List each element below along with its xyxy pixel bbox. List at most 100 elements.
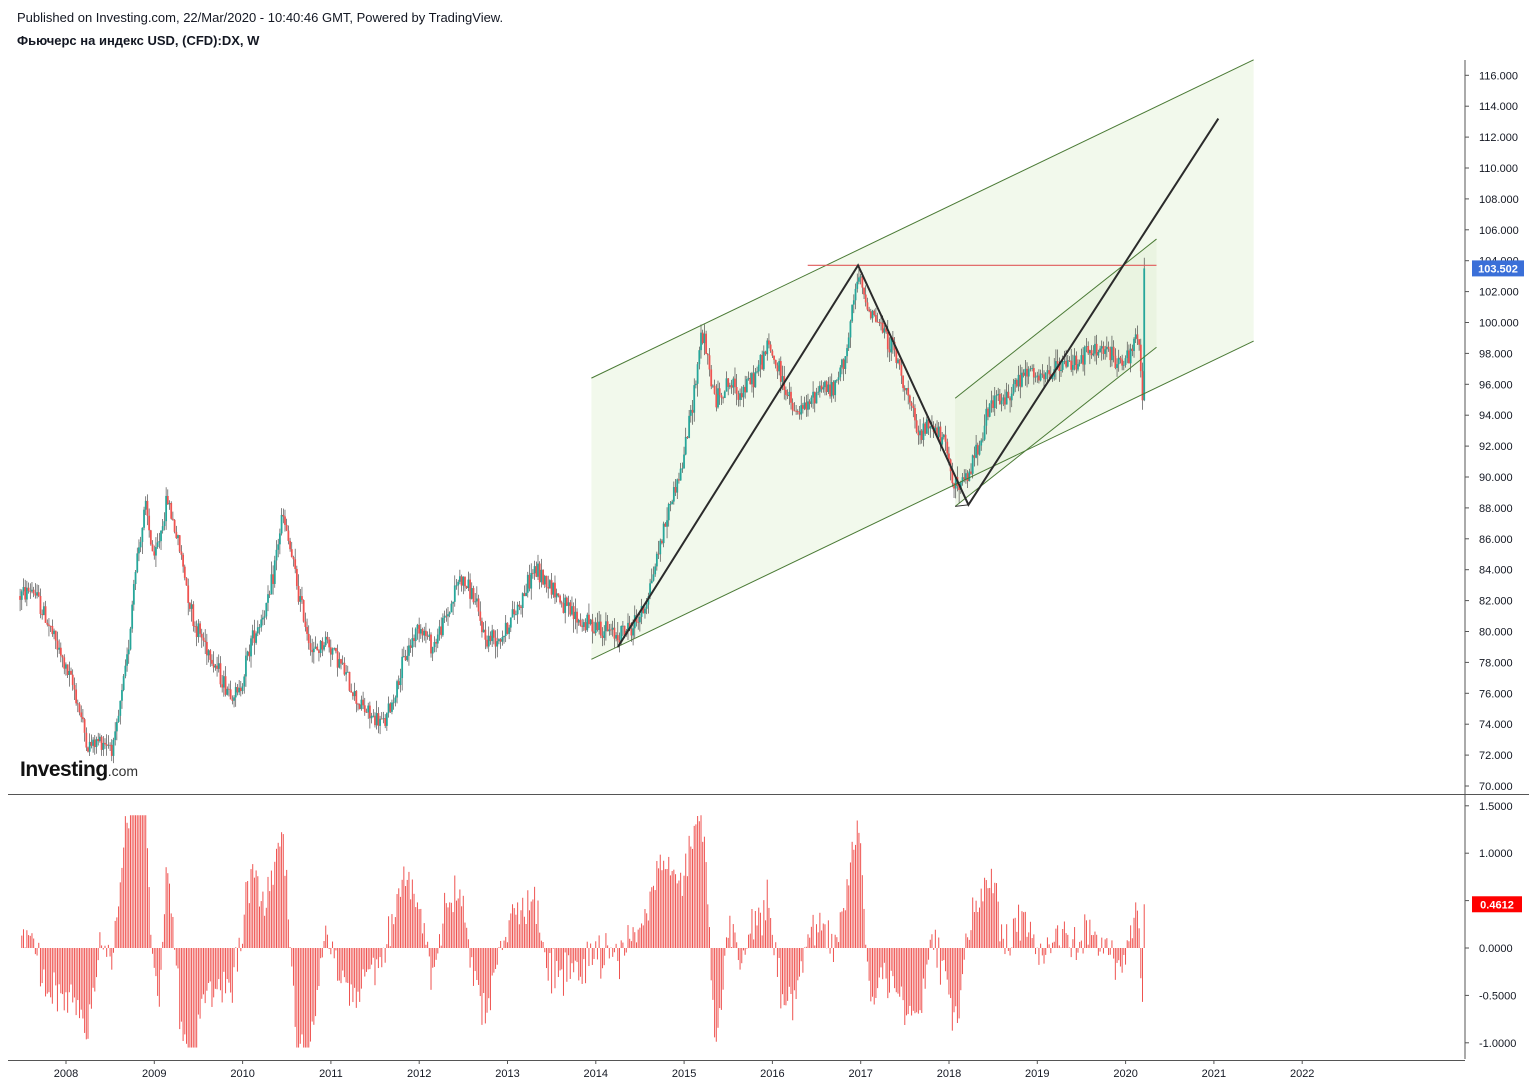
candle-body (1136, 334, 1139, 340)
candle-body (143, 509, 145, 528)
candle-body (294, 559, 297, 569)
candle (492, 629, 495, 645)
candle-body (557, 593, 560, 596)
candle (245, 647, 247, 687)
candle-body (929, 426, 932, 429)
candle (820, 380, 823, 393)
candle (295, 565, 298, 590)
candle-body (292, 557, 295, 560)
candle-body (734, 378, 736, 388)
candle (484, 620, 487, 650)
candle (234, 682, 237, 707)
candle (744, 375, 747, 399)
candle-body (358, 704, 361, 710)
candle-body (314, 646, 317, 649)
candle (688, 410, 691, 439)
candle-body (1111, 346, 1113, 361)
candle (48, 617, 50, 637)
candle (954, 476, 957, 499)
candle (696, 362, 699, 397)
candle-body (397, 681, 400, 686)
candle (63, 654, 66, 675)
candle-body (825, 381, 828, 392)
candle-body (161, 526, 164, 531)
candle (389, 702, 392, 713)
candle-body (216, 665, 218, 669)
candle (813, 391, 816, 413)
candle (1027, 366, 1030, 385)
candle-body (445, 615, 448, 617)
candle-body (718, 388, 721, 396)
candle-body (846, 348, 848, 357)
candle-body (63, 657, 66, 669)
candle-body (538, 563, 541, 583)
candle (852, 294, 855, 314)
time-tick-label: 2021 (1202, 1068, 1226, 1080)
candle-body (735, 387, 738, 395)
candle-body (379, 718, 381, 726)
candle-body (973, 455, 976, 458)
candle-body (185, 577, 188, 586)
candle-body (849, 321, 852, 338)
candle-body (124, 665, 127, 677)
candle (1078, 359, 1081, 367)
candle-body (221, 684, 224, 688)
candle (678, 472, 680, 484)
candle (1107, 341, 1110, 352)
candle-body (1087, 346, 1090, 354)
candle (1112, 340, 1115, 363)
candle (146, 494, 149, 526)
candle-body (188, 602, 191, 609)
candle (572, 602, 575, 633)
candle-body (725, 378, 728, 392)
candle-body (513, 609, 516, 615)
candle-body (1038, 375, 1040, 381)
candle-body (540, 569, 543, 583)
candle-body (779, 361, 782, 382)
candle-body (917, 432, 920, 436)
candle (98, 733, 101, 743)
candle (695, 380, 697, 389)
candle (477, 594, 480, 617)
candle-body (801, 405, 804, 409)
candle (672, 481, 675, 505)
candle (205, 633, 208, 666)
candle-body (576, 611, 578, 623)
candle (1073, 348, 1076, 371)
candle-body (745, 379, 748, 393)
candle (217, 654, 220, 673)
candle-body (65, 664, 67, 669)
candle-body (1116, 364, 1118, 368)
candle (516, 601, 519, 624)
candle-body (316, 646, 319, 651)
candle-body (401, 656, 404, 679)
candle (256, 620, 259, 637)
candle-body (562, 603, 565, 613)
candle-body (105, 744, 108, 746)
candle (988, 403, 991, 418)
candle (713, 379, 716, 395)
candle (856, 273, 859, 293)
candle-body (328, 639, 331, 648)
candle (888, 337, 891, 363)
candle-body (122, 676, 125, 691)
candle (287, 525, 290, 545)
price-tick-label: 106.000 (1479, 225, 1519, 237)
candle-body (1007, 391, 1010, 398)
candle (340, 658, 342, 670)
candle (431, 646, 434, 662)
candle (367, 702, 370, 719)
candle (637, 615, 640, 630)
candle-body (433, 642, 436, 648)
candle (1083, 345, 1086, 376)
candle-body (238, 687, 241, 693)
candle-body (747, 377, 750, 380)
candle-body (681, 468, 684, 470)
candle-body (649, 583, 651, 597)
candle-body (554, 582, 556, 598)
candle (141, 527, 144, 555)
price-tick-label: 112.000 (1479, 132, 1518, 144)
candle-body (611, 627, 614, 630)
candle (149, 529, 152, 546)
